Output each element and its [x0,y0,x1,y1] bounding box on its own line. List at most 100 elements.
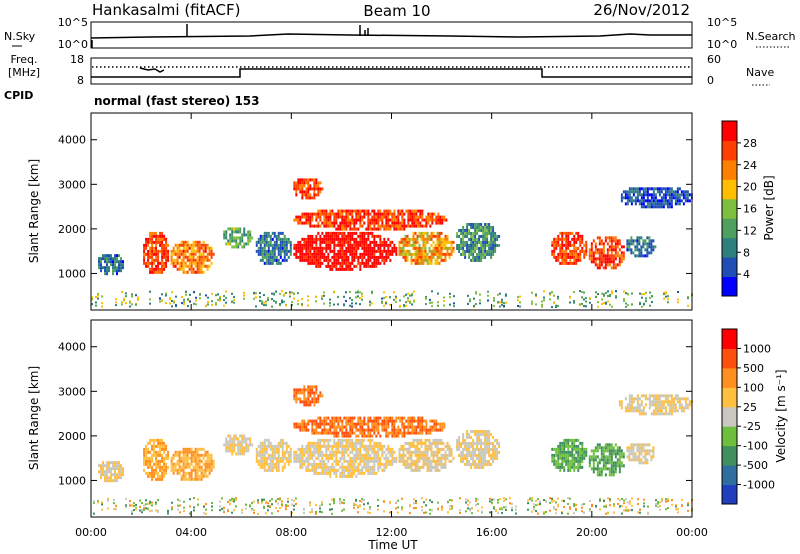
power-ground-cell [95,301,97,304]
velocity-data-cell [347,447,350,451]
power-data-cell [186,240,189,244]
power-data-cell [650,202,653,206]
power-data-cell [313,224,316,228]
power-ground-cell [609,303,611,306]
power-data-cell [303,252,306,256]
power-data-cell [100,260,103,264]
velocity-data-cell [371,425,374,429]
power-data-cell [249,236,252,240]
power-data-cell [229,227,232,231]
velocity-data-cell [379,456,382,460]
power-data-cell [337,267,340,271]
velocity-data-cell [283,453,286,457]
power-ground-cell [585,300,587,303]
power-data-cell [405,209,408,213]
velocity-data-cell [257,453,260,457]
power-data-cell [476,231,479,235]
velocity-data-cell [311,456,314,460]
power-ground-cell [199,293,201,296]
power-data-cell [301,187,304,191]
velocity-data-cell [490,462,493,466]
power-data-cell [652,239,655,243]
power-data-cell [361,252,364,256]
power-data-cell [480,258,483,262]
velocity-data-cell [257,459,260,463]
power-data-cell [397,227,400,231]
power-data-cell [303,237,306,241]
power-ground-cell [627,292,629,295]
power-data-cell [257,246,260,250]
power-data-cell [243,245,246,249]
power-ground-cell [123,297,125,300]
velocity-data-cell [182,450,185,454]
power-ground-cell [641,305,643,308]
velocity-data-cell [484,450,487,454]
power-data-cell [273,243,276,247]
power-data-cell [331,231,334,235]
velocity-data-cell [357,428,360,432]
velocity-data-cell [353,453,356,457]
power-data-cell [147,237,150,241]
velocity-data-cell [196,474,199,478]
power-data-cell [347,267,350,271]
velocity-data-cell [373,441,376,445]
velocity-data-cell [165,444,168,448]
power-data-cell [428,234,431,238]
power-data-cell [208,258,211,262]
power-data-cell [180,249,183,253]
power-data-cell [432,249,435,253]
power-data-cell [359,261,362,265]
power-data-cell [311,196,314,200]
power-ground-cell [625,305,627,308]
velocity-data-cell [553,462,556,466]
velocity-data-cell [319,459,322,463]
power-ground-cell [413,299,415,302]
velocity-data-cell [337,447,340,451]
velocity-data-cell [385,456,388,460]
power-data-cell [231,245,234,249]
power-ground-cell [263,301,265,304]
velocity-data-cell [106,464,109,468]
velocity-data-cell [143,456,146,460]
velocity-data-cell [163,444,166,448]
velocity-data-cell [492,459,495,463]
velocity-data-cell [640,449,643,453]
power-data-cell [379,212,382,216]
power-data-cell [118,269,121,273]
power-data-cell [406,255,409,259]
power-data-cell [494,237,497,241]
power-ground-cell [289,295,291,298]
velocity-data-cell [371,456,374,460]
velocity-data-cell [409,419,412,423]
power-data-cell [339,249,342,253]
velocity-data-cell [345,441,348,445]
velocity-data-cell [210,468,213,472]
power-data-cell [305,258,308,262]
power-data-cell [565,249,568,253]
power-data-cell [297,218,300,222]
velocity-data-cell [114,470,117,474]
velocity-data-cell [309,388,312,392]
power-data-cell [429,212,432,216]
velocity-data-cell [337,444,340,448]
power-data-cell [431,221,434,225]
power-data-cell [614,239,617,243]
power-data-cell [341,246,344,250]
velocity-data-cell [450,447,453,451]
velocity-data-cell [488,429,491,433]
power-data-cell [557,234,560,238]
power-data-cell [397,209,400,213]
power-data-cell [403,224,406,228]
power-data-cell [345,237,348,241]
power-data-cell [563,231,566,235]
power-data-cell [333,218,336,222]
power-data-cell [409,218,412,222]
velocity-data-cell [100,470,103,474]
velocity-data-cell [231,440,234,444]
power-data-cell [642,205,645,209]
velocity-data-cell [458,453,461,457]
velocity-data-cell [434,441,437,445]
velocity-data-cell [429,431,432,435]
velocity-data-cell [365,447,368,451]
velocity-data-cell [323,441,326,445]
